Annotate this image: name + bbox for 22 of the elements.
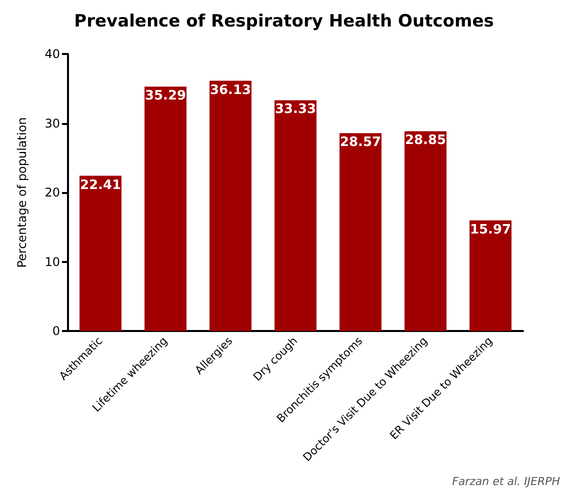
bar	[340, 133, 382, 331]
data-label: 35.29	[144, 88, 186, 104]
bar	[404, 131, 446, 331]
y-tick-label: 0	[52, 324, 60, 338]
data-label: 33.33	[274, 102, 316, 118]
bar	[80, 176, 122, 331]
bar	[210, 80, 252, 331]
y-tick-label: 40	[44, 47, 60, 61]
data-label: 28.57	[340, 135, 382, 150]
y-tick-label: 10	[44, 254, 60, 269]
y-tick-label: 20	[44, 186, 60, 200]
data-label: 36.13	[210, 82, 252, 98]
bar	[144, 86, 186, 331]
y-tick-label: 30	[44, 116, 60, 130]
chart-title: Prevalence of Respiratory Health Outcomes	[74, 12, 494, 32]
data-label: 15.97	[470, 222, 512, 238]
bar	[274, 100, 316, 331]
bar	[470, 220, 512, 331]
data-label: 22.41	[80, 178, 122, 193]
text: Farzan et al. IJERPH	[452, 475, 560, 488]
data-label: 28.85	[404, 133, 446, 148]
y-axis-title: Percentage of population	[15, 117, 29, 268]
